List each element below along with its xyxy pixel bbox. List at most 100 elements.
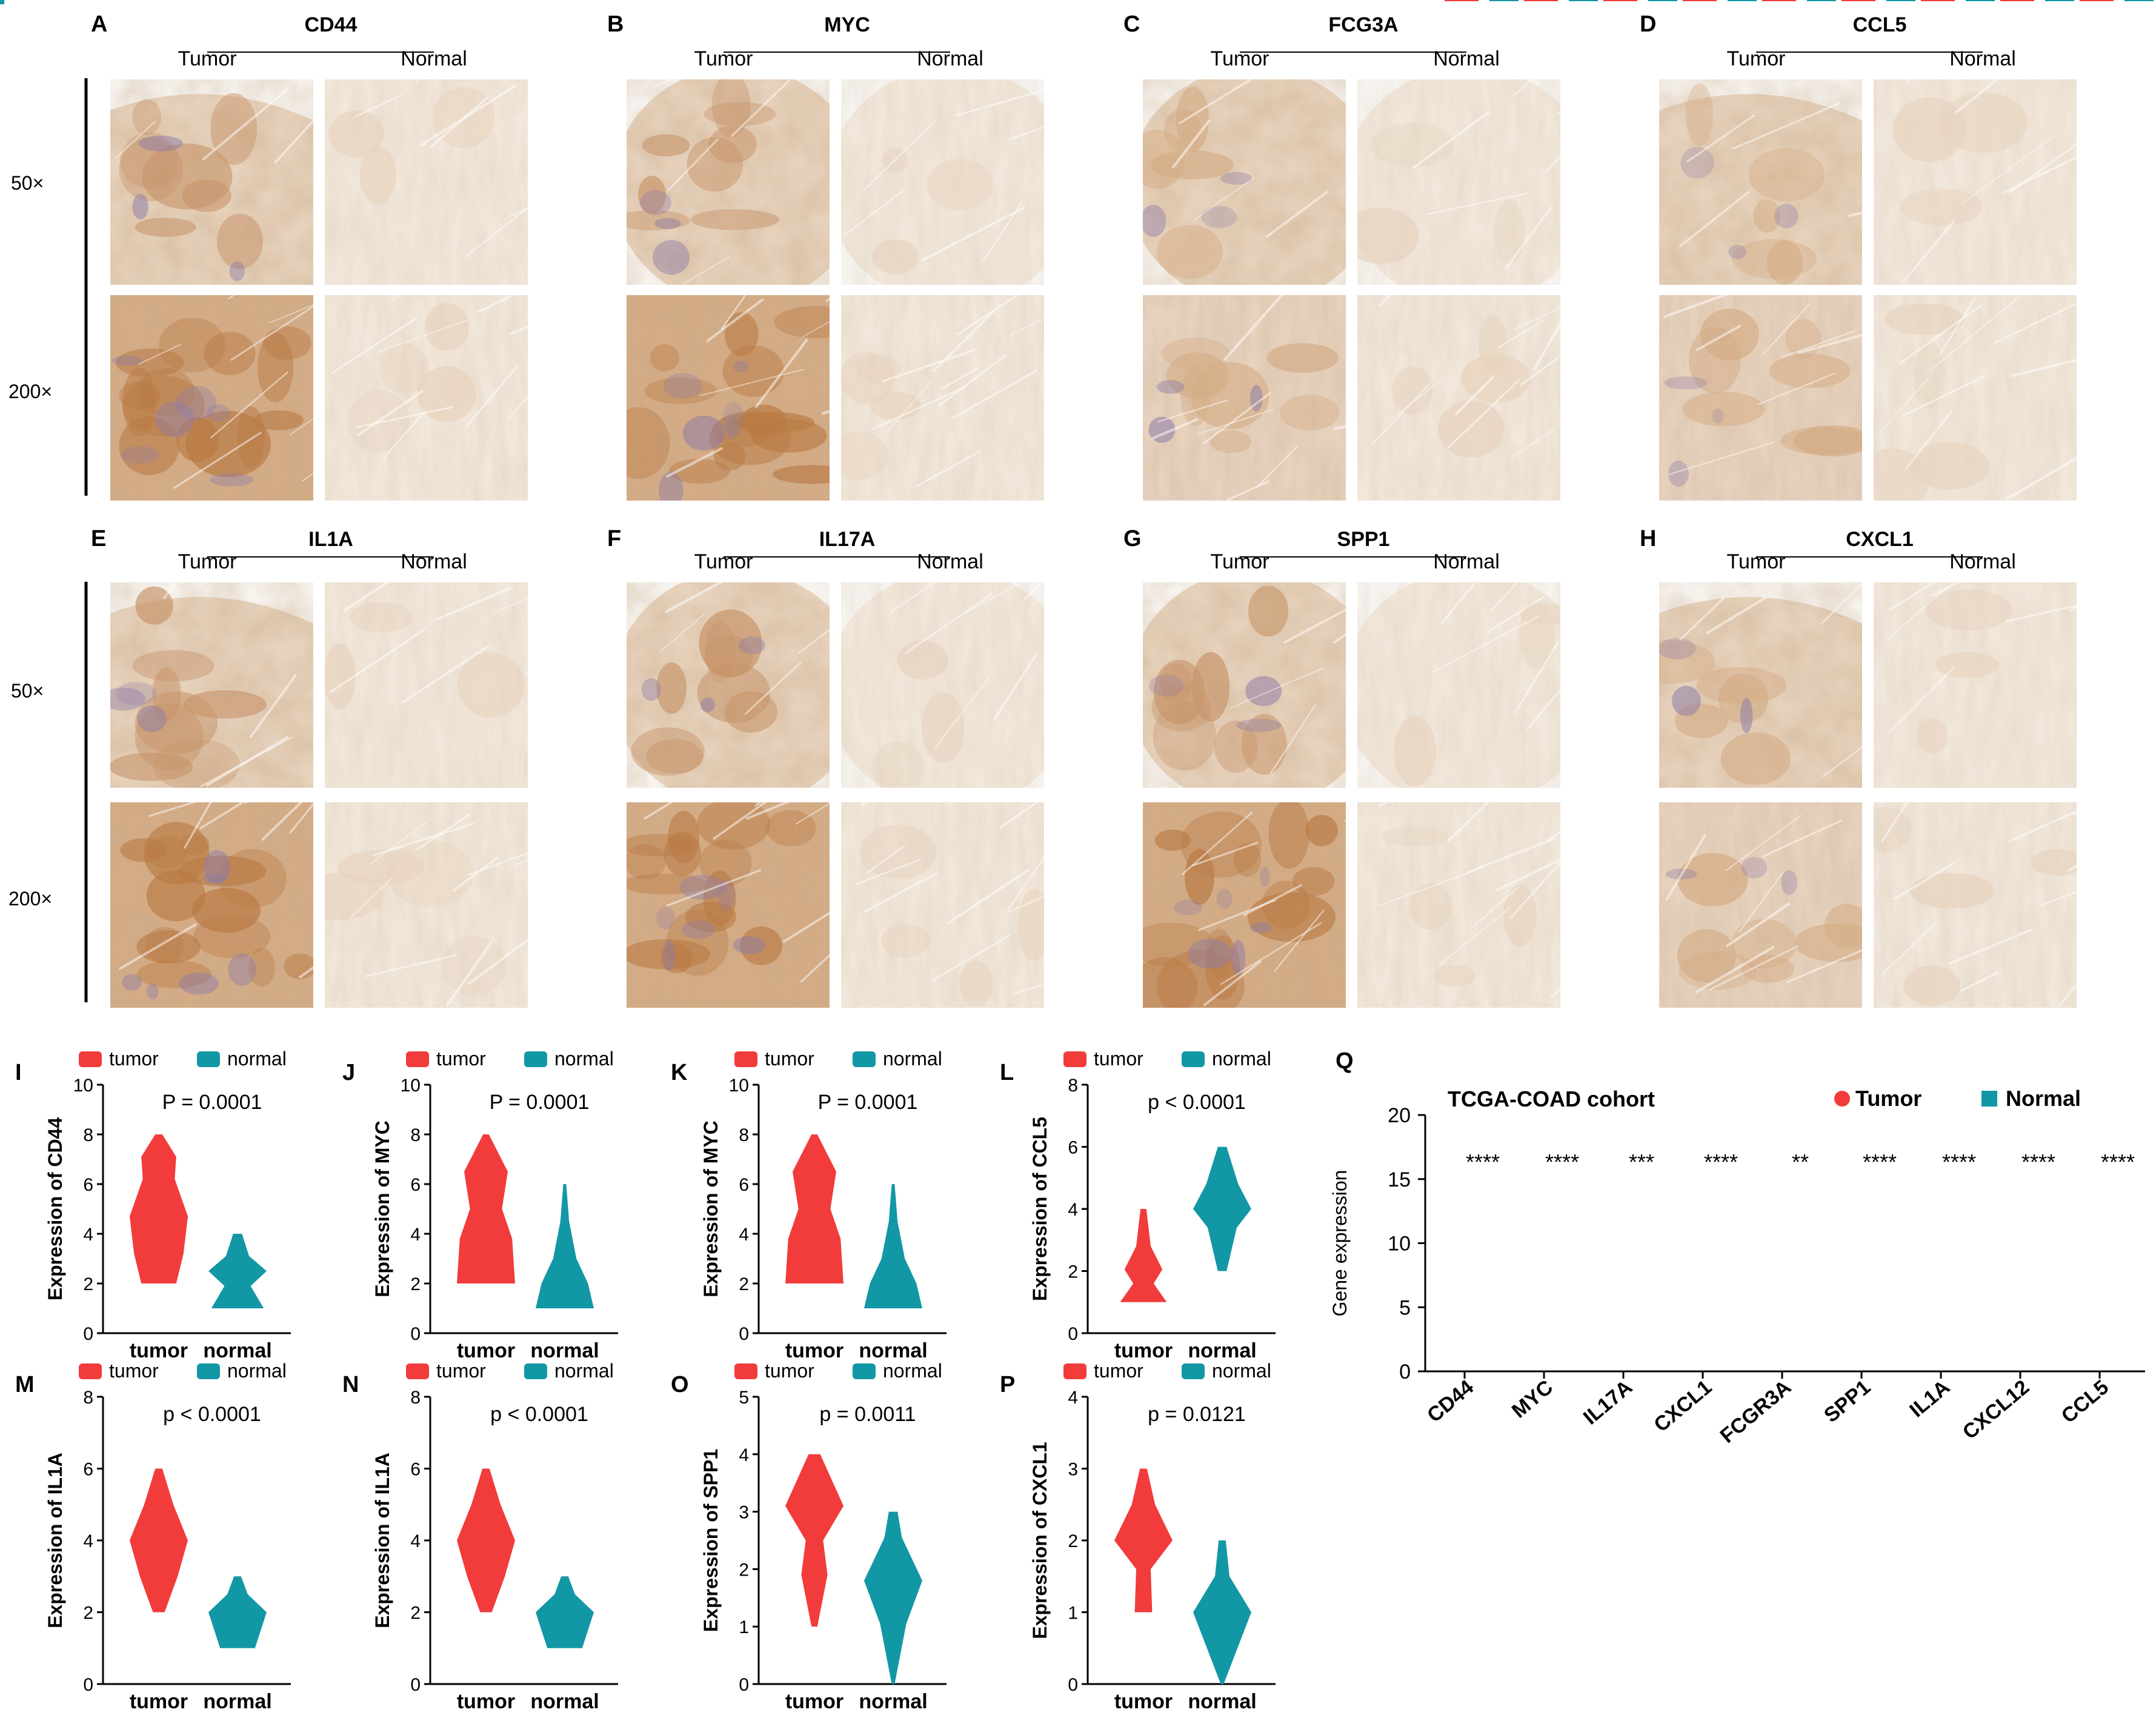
stained-region [687, 137, 744, 192]
y-tick-label: 0 [410, 1324, 421, 1344]
significance-marker: **** [1466, 1150, 1500, 1174]
stained-region [1900, 188, 1983, 226]
hematoxylin-region [682, 920, 715, 939]
fiber-streak [328, 627, 427, 694]
stained-region [896, 641, 949, 680]
violin-tumor [130, 1468, 188, 1613]
hematoxylin-region [202, 873, 227, 884]
fiber-streak [881, 348, 976, 383]
violin-normal [1193, 1147, 1251, 1271]
fiber-streak [200, 736, 293, 788]
y-tick-label: 5 [739, 1388, 749, 1408]
fiber-streak [1466, 837, 1555, 874]
fiber-streak [525, 672, 528, 676]
stained-region [136, 930, 201, 964]
y-tick-label: 15 [1388, 1168, 1411, 1191]
hematoxylin-region [717, 879, 736, 911]
significance-marker: **** [2021, 1150, 2055, 1174]
legend-label-tumor: tumor [1094, 1360, 1143, 1382]
y-tick-label: 3 [1068, 1460, 1078, 1480]
fiber-streak [1960, 135, 2056, 205]
fiber-streak [1223, 295, 1283, 361]
fiber-streak [1881, 921, 1937, 976]
tissue-texture [325, 79, 528, 285]
fiber-streak [162, 582, 178, 599]
legend-swatch-tumor [406, 1051, 429, 1067]
stained-region [1017, 888, 1044, 960]
fiber-streak [202, 88, 289, 161]
fiber-streak [1171, 119, 1211, 169]
stained-region [1910, 442, 1990, 490]
legend-swatch-tumor [406, 1363, 429, 1379]
legend-swatch-tumor [734, 1363, 757, 1379]
stained-region [1391, 366, 1433, 415]
hematoxylin-region [175, 385, 217, 421]
y-tick-label: 6 [83, 1460, 93, 1480]
violin-tumor [1114, 1468, 1173, 1613]
gene-title: FCG3A [1328, 13, 1398, 36]
stained-region [859, 824, 937, 879]
stained-region [1686, 83, 1714, 147]
panel-label: B [607, 12, 624, 37]
fiber-streak [1269, 704, 1317, 774]
y-tick-label: 10 [401, 1076, 421, 1096]
fiber-streak [210, 371, 289, 439]
normal-label: Normal [1949, 47, 2016, 70]
fiber-streak [401, 644, 490, 704]
stained-region [2031, 849, 2077, 876]
stained-region [627, 407, 670, 479]
fiber-streak [491, 597, 528, 615]
hematoxylin-region [738, 636, 766, 654]
p-value: p < 0.0001 [163, 1403, 261, 1426]
legend-label-tumor: tumor [109, 1048, 159, 1070]
fiber-streak [356, 390, 424, 437]
ihc-panels: A CD44 Tumor Normal B MYC Tumor Normal C FCG3A Tum… [8, 12, 2077, 1008]
fiber-streak [2006, 456, 2077, 501]
fiber-streak [476, 295, 516, 314]
stained-region [1494, 200, 1526, 264]
legend-swatch-tumor [734, 1051, 757, 1067]
stained-region [1909, 873, 1994, 909]
stained-region [1382, 826, 1449, 847]
stained-region [1731, 919, 1797, 968]
normal-label: Normal [1433, 550, 1500, 573]
x-tick-label: CD44 [1423, 1376, 1478, 1427]
hematoxylin-region [210, 473, 254, 487]
violin-normal [536, 1184, 594, 1308]
fiber-streak [1157, 399, 1228, 423]
normal-label: Normal [917, 550, 983, 573]
fiber-streak [377, 319, 468, 353]
panel-label: M [15, 1372, 35, 1397]
legend-label-tumor: tumor [436, 1360, 486, 1382]
fiber-streak [1695, 324, 1742, 351]
fiber-streak [931, 310, 996, 373]
stained-region [1935, 652, 2000, 678]
y-tick-label: 8 [739, 1125, 749, 1145]
stained-region [424, 302, 470, 351]
normal-label: Normal [401, 550, 467, 573]
fiber-streak [1762, 819, 1842, 858]
fiber-streak [1514, 642, 1559, 714]
fiber-streak [1203, 960, 1262, 1007]
fiber-streak [667, 138, 719, 191]
legend-label-normal: normal [227, 1048, 287, 1070]
stained-region [841, 431, 888, 481]
y-tick-label: 0 [83, 1675, 93, 1695]
fiber-streak [865, 844, 906, 874]
stained-region [1143, 129, 1186, 189]
legend-label-normal: Normal [2006, 1086, 2081, 1111]
hematoxylin-region [179, 972, 219, 995]
hematoxylin-region [1149, 674, 1184, 697]
fiber-streak [904, 593, 993, 654]
hematoxylin-region [1231, 940, 1246, 976]
fiber-streak [1881, 802, 1909, 843]
fiber-streak [1191, 841, 1259, 867]
panel-label: P [1000, 1372, 1015, 1397]
stained-region [1682, 391, 1765, 427]
y-tick-label: 2 [1068, 1531, 1078, 1551]
stained-region [325, 643, 356, 710]
gene-title: SPP1 [1337, 528, 1390, 551]
stained-region [627, 844, 667, 879]
hematoxylin-region [659, 471, 684, 501]
